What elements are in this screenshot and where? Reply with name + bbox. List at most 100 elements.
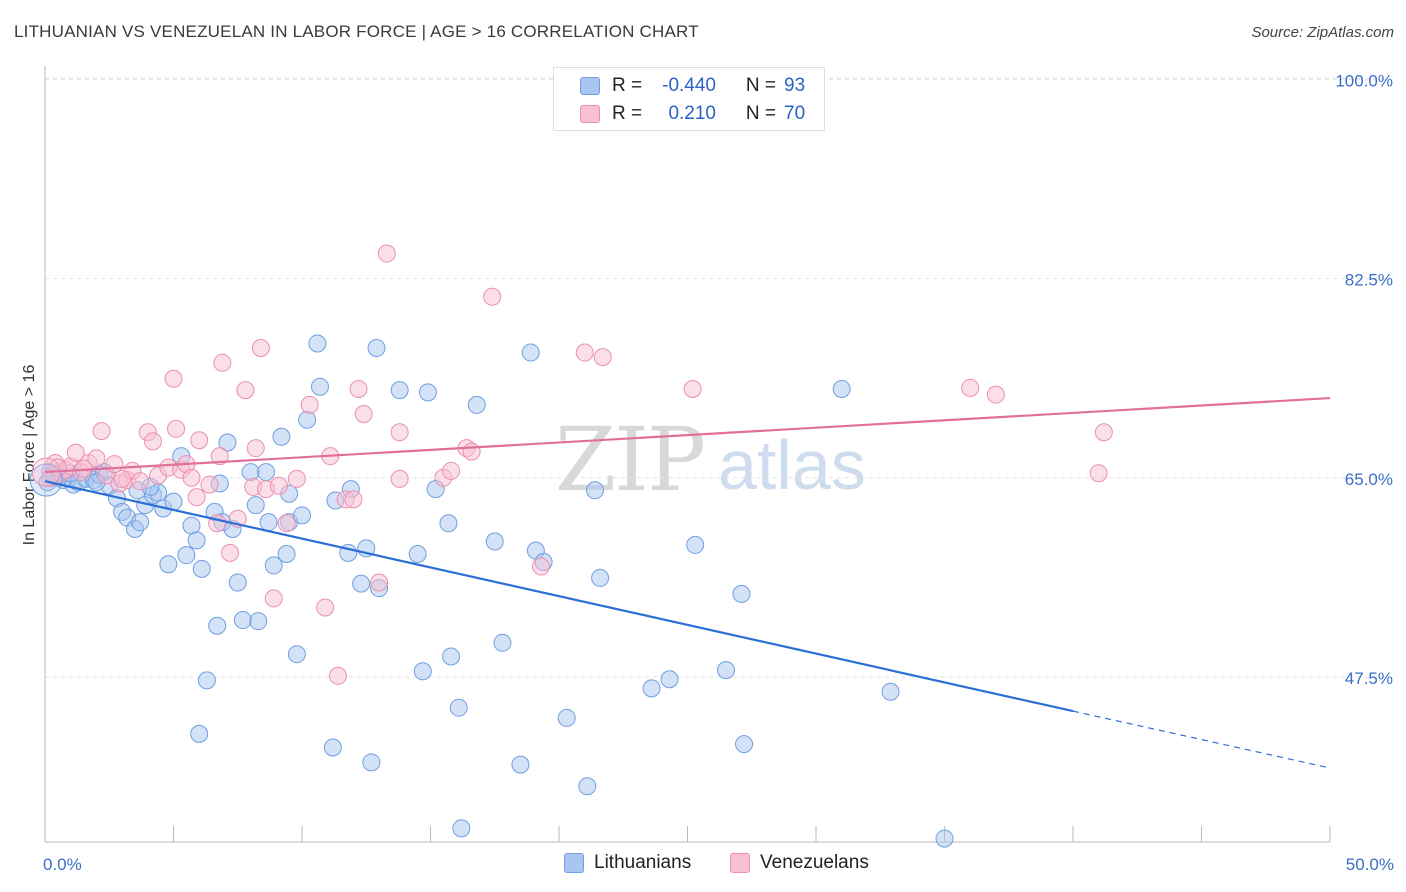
data-point-lithuanians: [413, 662, 432, 681]
data-point-lithuanians: [485, 532, 504, 551]
data-point-lithuanians: [308, 334, 327, 353]
data-point-lithuanians: [367, 339, 386, 358]
data-point-lithuanians: [408, 545, 427, 564]
data-point-lithuanians: [187, 531, 206, 550]
data-point-lithuanians: [557, 708, 576, 727]
data-point-venezuelans: [532, 557, 551, 576]
data-point-venezuelans: [316, 598, 335, 617]
data-point-lithuanians: [259, 513, 278, 532]
data-point-lithuanians: [452, 819, 471, 838]
legend-row-venezuelans: R = 0.210 N = 70: [580, 102, 805, 126]
chart-title: LITHUANIAN VS VENEZUELAN IN LABOR FORCE …: [14, 22, 699, 41]
legend-n-label: N =: [745, 103, 776, 124]
data-point-venezuelans: [221, 543, 240, 562]
data-point-venezuelans: [575, 343, 594, 362]
series-legend-venezuelans[interactable]: Venezuelans: [730, 852, 869, 874]
data-point-lithuanians: [735, 735, 754, 754]
data-point-lithuanians: [591, 568, 610, 587]
trend-line-venezuelans: [44, 396, 1331, 474]
data-point-venezuelans: [986, 385, 1005, 404]
legend-swatch-venezuelans: [580, 105, 600, 123]
data-point-venezuelans: [92, 422, 111, 441]
data-point-lithuanians: [521, 343, 540, 362]
watermark-atlas: atlas: [718, 426, 866, 504]
data-point-lithuanians: [439, 514, 458, 533]
data-point-venezuelans: [344, 490, 363, 509]
data-point-lithuanians: [467, 395, 486, 414]
data-point-lithuanians: [159, 555, 178, 574]
data-point-venezuelans: [683, 379, 702, 398]
data-point-lithuanians: [192, 559, 211, 578]
data-point-lithuanians: [935, 829, 954, 848]
legend-row-lithuanians: R = -0.440 N = 93: [580, 74, 805, 98]
data-point-lithuanians: [881, 682, 900, 701]
legend-r-label: R =: [612, 75, 643, 96]
data-point-lithuanians: [228, 573, 247, 592]
data-point-venezuelans: [370, 573, 389, 592]
data-point-lithuanians: [298, 410, 317, 429]
data-point-lithuanians: [293, 506, 311, 525]
data-point-lithuanians: [197, 671, 216, 690]
data-point-lithuanians: [208, 616, 227, 635]
data-point-venezuelans: [190, 431, 209, 450]
series-legend: Lithuanians Venezuelans: [0, 852, 1406, 876]
data-point-venezuelans: [167, 419, 186, 438]
legend-r-value: -0.440: [662, 75, 716, 96]
correlation-legend: R = -0.440 N = 93 R = 0.210 N = 70: [553, 67, 825, 131]
data-point-lithuanians: [310, 377, 329, 396]
y-tick-label: 65.0%: [1345, 470, 1393, 489]
data-point-venezuelans: [131, 472, 150, 491]
data-point-lithuanians: [660, 670, 679, 689]
data-point-lithuanians: [717, 661, 736, 680]
data-point-lithuanians: [390, 381, 409, 400]
data-point-lithuanians: [246, 496, 265, 515]
y-tick-label: 100.0%: [1335, 71, 1393, 90]
data-point-venezuelans: [264, 589, 283, 608]
data-point-lithuanians: [686, 535, 705, 554]
source-label: Source: ZipAtlas.com: [1251, 24, 1394, 41]
data-point-venezuelans: [961, 378, 980, 397]
data-point-venezuelans: [349, 379, 368, 398]
data-point-lithuanians: [832, 379, 851, 398]
series-swatch-venezuelans: [730, 853, 750, 873]
legend-n-label: N =: [745, 75, 776, 96]
legend-swatch-lithuanians: [580, 77, 600, 95]
data-point-venezuelans: [390, 423, 409, 442]
data-point-venezuelans: [164, 369, 183, 388]
legend-n-value: 70: [784, 103, 806, 124]
data-point-venezuelans: [462, 442, 481, 461]
series-swatch-lithuanians: [564, 853, 584, 873]
data-point-venezuelans: [105, 455, 124, 474]
data-point-lithuanians: [418, 383, 437, 402]
data-point-venezuelans: [483, 287, 502, 306]
data-point-venezuelans: [1094, 423, 1113, 442]
data-point-venezuelans: [328, 666, 347, 685]
legend-n-value: 93: [784, 75, 806, 96]
watermark-zip: ZIP: [555, 408, 706, 511]
data-point-venezuelans: [300, 395, 319, 414]
data-point-venezuelans: [246, 439, 265, 458]
data-point-lithuanians: [287, 645, 306, 664]
data-point-lithuanians: [177, 546, 196, 565]
data-point-venezuelans: [593, 348, 612, 367]
data-point-venezuelans: [390, 469, 409, 488]
trend-line-lithuanians-extension: [1072, 710, 1331, 769]
data-point-lithuanians: [578, 777, 597, 796]
data-point-venezuelans: [377, 244, 396, 263]
data-point-venezuelans: [210, 447, 229, 466]
data-point-lithuanians: [449, 698, 468, 717]
series-legend-lithuanians[interactable]: Lithuanians: [564, 852, 691, 874]
data-point-lithuanians: [493, 633, 512, 652]
series-label-lithuanians: Lithuanians: [594, 852, 692, 873]
data-point-lithuanians: [352, 574, 371, 593]
data-point-venezuelans: [251, 339, 270, 358]
data-point-lithuanians: [511, 755, 530, 774]
data-point-venezuelans: [287, 469, 306, 488]
series-label-venezuelans: Venezuelans: [760, 852, 869, 873]
data-point-venezuelans: [442, 461, 461, 480]
data-point-venezuelans: [269, 476, 288, 495]
data-point-lithuanians: [241, 463, 260, 482]
data-point-lithuanians: [323, 738, 342, 757]
data-point-venezuelans: [200, 475, 219, 494]
data-point-lithuanians: [131, 513, 150, 532]
